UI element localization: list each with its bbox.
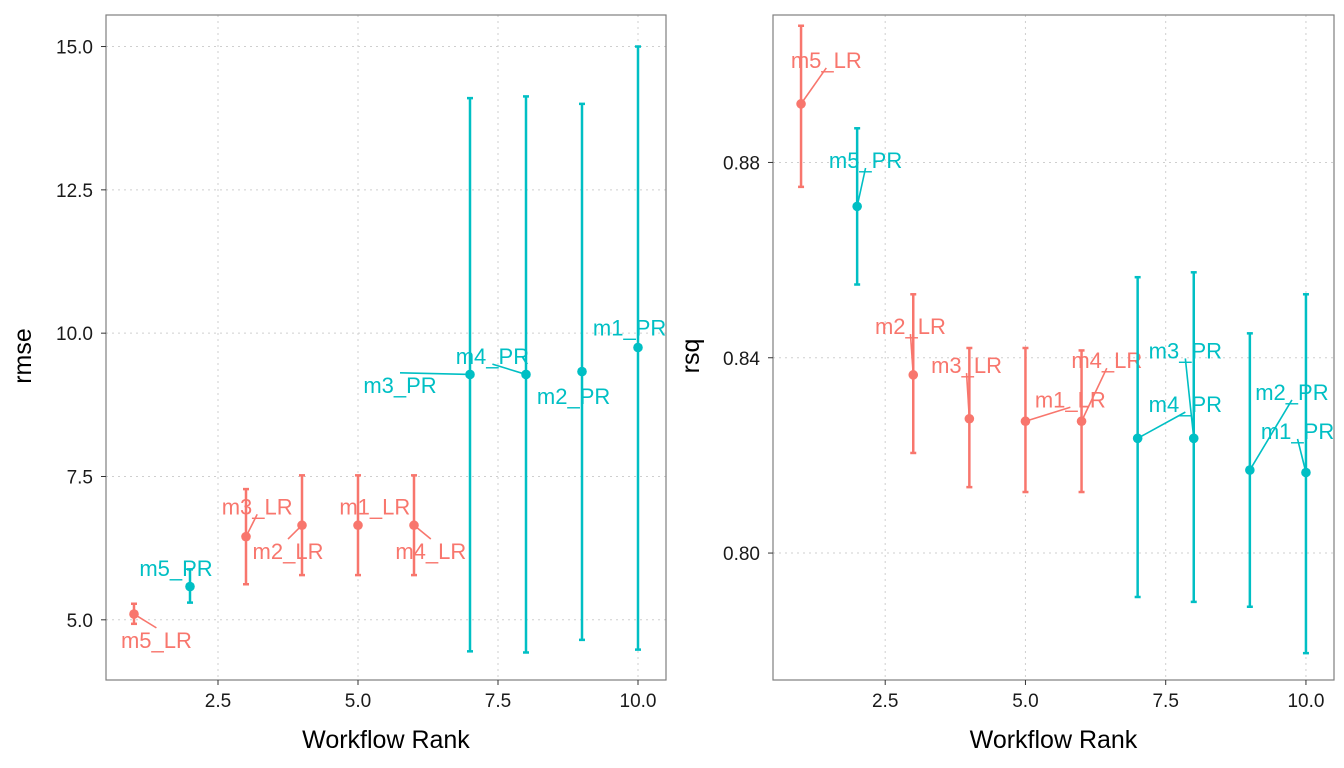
rsq-label-m1_PR: m1_PR (1261, 419, 1334, 444)
rmse-ytick-label-0: 5.0 (67, 611, 93, 632)
rmse-point-m1_PR (633, 342, 643, 353)
rmse-leader-m3_PR (399, 371, 471, 376)
rsq-ytick-label-0: 0.80 (723, 544, 760, 565)
rmse-label-m3_PR: m3_PR (363, 373, 436, 398)
rmse-label-m1_PR: m1_PR (593, 315, 666, 340)
rmse-ytick-label-2: 10.0 (56, 324, 93, 345)
rmse-point-m3_PR (465, 369, 475, 380)
rsq-leader-m3_LR (965, 373, 971, 419)
rsq-xtick-label-2: 7.5 (1152, 691, 1178, 712)
rsq-point-m1_PR (1301, 467, 1311, 478)
rmse-leader-m4_PR (492, 363, 527, 376)
rsq-leader-m1_PR (1296, 438, 1307, 473)
rsq-point-m4_PR (1132, 433, 1143, 444)
rsq-label-m3_PR: m3_PR (1149, 338, 1222, 363)
rmse-xtick-label-2: 7.5 (485, 691, 511, 712)
rmse-label-m1_LR: m1_LR (339, 494, 410, 519)
rmse-label-m5_LR: m5_LR (121, 628, 192, 653)
rsq-y-axis-title: rsq (677, 339, 705, 374)
rsq-leader-m5_LR (800, 67, 827, 105)
rmse-point-m4_PR (521, 369, 531, 380)
rmse-point-m3_LR (241, 531, 251, 542)
rsq-leader-m2_LR (909, 333, 915, 375)
rmse-label-m5_PR: m5_PR (139, 556, 212, 581)
rmse-x-axis-title: Workflow Rank (302, 726, 470, 754)
rsq-label-m1_LR: m1_LR (1035, 387, 1106, 412)
rsq-point-m3_LR (964, 413, 975, 424)
rmse-label-m2_PR: m2_PR (537, 384, 610, 409)
rmse-panel-border (105, 14, 667, 681)
rmse-ytick-label-3: 12.5 (56, 181, 93, 202)
rsq-leader-m2_PR (1249, 399, 1293, 471)
rsq-label-m4_LR: m4_LR (1071, 348, 1142, 373)
rsq-label-m2_LR: m2_LR (875, 314, 946, 339)
rmse-point-m1_LR (353, 520, 363, 531)
rsq-x-axis-title: Workflow Rank (970, 726, 1138, 754)
rsq-panel: 2.5 5.0 7.5 10.0 0.80 0.84 0.88 Workflow Rank rs… (677, 14, 1335, 754)
rsq-label-m2_PR: m2_PR (1255, 380, 1328, 405)
rmse-panel: 2.5 5.0 7.5 10.0 5.0 7.5 10.0 12.5 15.0 Workflow … (9, 14, 667, 754)
rmse-label-m3_LR: m3_LR (222, 494, 293, 519)
rsq-point-m2_PR (1245, 465, 1255, 475)
rsq-point-m5_LR (796, 99, 806, 109)
rmse-xtick-label-1: 5.0 (345, 691, 371, 712)
rsq-leader-m1_LR (1025, 406, 1071, 422)
rmse-point-m5_LR (129, 609, 139, 619)
rmse-point-m2_LR (297, 520, 307, 531)
rmse-xtick-label-3: 10.0 (620, 691, 657, 712)
rsq-leader-m5_PR (856, 167, 867, 207)
rsq-ytick-label-1: 0.84 (723, 349, 760, 370)
rmse-label-m4_LR: m4_LR (395, 539, 466, 564)
rmse-point-m4_LR (409, 520, 419, 531)
rsq-point-m1_LR (1020, 416, 1031, 427)
rmse-point-m2_PR (577, 366, 587, 377)
rsq-xtick-label-3: 10.0 (1287, 691, 1324, 712)
rsq-point-m2_LR (908, 370, 919, 380)
rsq-label-m3_LR: m3_LR (931, 353, 1002, 378)
rsq-label-m4_PR: m4_PR (1149, 392, 1222, 417)
rmse-xtick-label-0: 2.5 (205, 691, 231, 712)
rmse-label-m4_PR: m4_PR (456, 344, 529, 369)
rsq-label-m5_PR: m5_PR (829, 148, 902, 173)
rsq-leader-m4_LR (1080, 367, 1108, 422)
rmse-ytick-label-1: 7.5 (67, 467, 93, 488)
rmse-ytick-label-4: 15.0 (56, 38, 93, 59)
rmse-point-m5_PR (185, 581, 195, 592)
rsq-leader-m4_PR (1137, 411, 1186, 440)
rsq-point-m5_PR (852, 201, 862, 212)
rsq-xtick-label-0: 2.5 (872, 691, 898, 712)
rsq-panel-border (772, 14, 1335, 681)
rsq-label-m5_LR: m5_LR (791, 48, 862, 73)
rsq-xtick-label-1: 5.0 (1012, 691, 1038, 712)
rmse-label-m2_LR: m2_LR (253, 539, 324, 564)
rsq-ytick-label-2: 0.88 (723, 153, 760, 174)
rsq-point-m3_PR (1188, 433, 1199, 444)
rmse-y-axis-title: rmse (9, 328, 37, 384)
rsq-leader-m3_PR (1184, 358, 1195, 439)
rsq-point-m4_LR (1076, 416, 1087, 427)
